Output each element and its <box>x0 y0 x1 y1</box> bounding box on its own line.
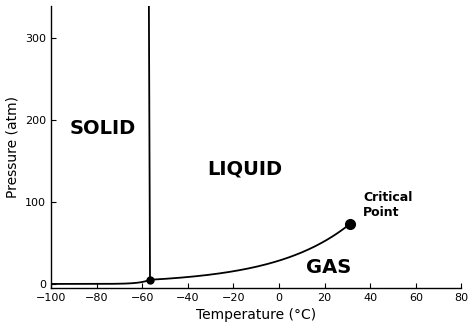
Text: GAS: GAS <box>306 258 352 277</box>
X-axis label: Temperature (°C): Temperature (°C) <box>196 308 316 322</box>
Text: LIQUID: LIQUID <box>207 160 283 179</box>
Y-axis label: Pressure (atm): Pressure (atm) <box>6 96 19 198</box>
Text: SOLID: SOLID <box>69 119 136 138</box>
Text: Critical
Point: Critical Point <box>364 191 413 218</box>
